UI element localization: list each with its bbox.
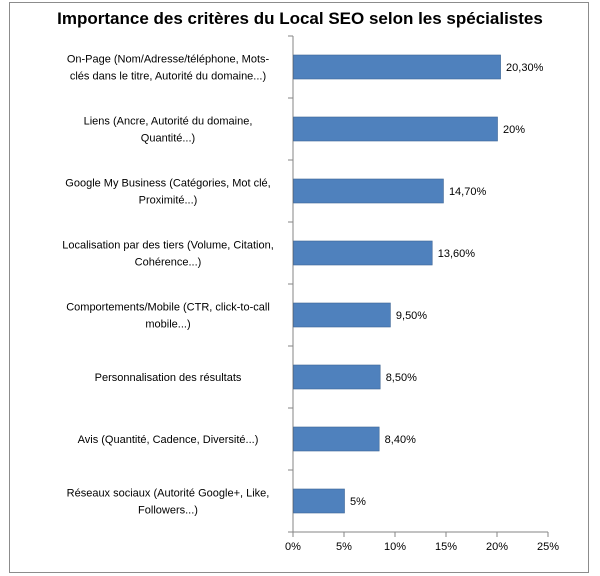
bar <box>293 116 498 142</box>
bar <box>293 364 381 390</box>
value-label: 9,50% <box>396 310 427 322</box>
category-label-line: Proximité...) <box>139 195 198 207</box>
value-label: 14,70% <box>449 186 487 198</box>
category-label: Google My Business (Catégories, Mot clé,… <box>65 178 270 207</box>
x-tick-label: 0% <box>285 541 301 553</box>
category-label: Personnalisation des résultats <box>95 372 242 384</box>
bar <box>293 302 391 328</box>
category-label-line: Comportements/Mobile (CTR, click-to-call <box>66 302 270 314</box>
x-tick-label: 20% <box>486 541 508 553</box>
category-label-line: Quantité...) <box>141 133 195 145</box>
category-label: On-Page (Nom/Adresse/téléphone, Mots-clé… <box>67 54 270 83</box>
category-label: Réseaux sociaux (Autorité Google+, Like,… <box>67 488 270 517</box>
category-label-line: Localisation par des tiers (Volume, Cita… <box>62 240 274 252</box>
bar <box>293 178 444 204</box>
category-label-line: mobile...) <box>145 319 190 331</box>
value-label: 13,60% <box>438 248 476 260</box>
category-label: Liens (Ancre, Autorité du domaine, Quanti… <box>84 116 253 145</box>
category-label: Localisation par des tiers (Volume, Cita… <box>62 240 274 269</box>
category-label-line: clés dans le titre, Autorité du domaine.… <box>70 71 266 83</box>
category-label-line: Réseaux sociaux (Autorité Google+, Like, <box>67 488 270 500</box>
value-label: 20,30% <box>506 62 544 74</box>
x-tick-label: 25% <box>537 541 559 553</box>
value-label: 8,40% <box>385 434 416 446</box>
value-label: 5% <box>350 496 366 508</box>
x-tick-label: 10% <box>384 541 406 553</box>
bar <box>293 488 345 514</box>
bar <box>293 54 501 80</box>
category-label-line: Google My Business (Catégories, Mot clé, <box>65 178 270 190</box>
category-label-line: Avis (Quantité, Cadence, Diversité...) <box>78 434 259 446</box>
category-label-line: On-Page (Nom/Adresse/téléphone, Mots- <box>67 54 270 66</box>
category-label: Comportements/Mobile (CTR, click-to-call… <box>66 302 270 331</box>
category-label-line: Followers...) <box>138 505 198 517</box>
bar <box>293 240 433 266</box>
value-label: 8,50% <box>386 372 417 384</box>
category-label-line: Cohérence...) <box>135 257 202 269</box>
category-label-line: Personnalisation des résultats <box>95 372 242 384</box>
value-label: 20% <box>503 124 525 136</box>
chart-title: Importance des critères du Local SEO sel… <box>57 9 543 28</box>
x-tick-label: 15% <box>435 541 457 553</box>
category-label: Avis (Quantité, Cadence, Diversité...) <box>78 434 259 446</box>
x-tick-label: 5% <box>336 541 352 553</box>
bar <box>293 426 380 452</box>
category-label-line: Liens (Ancre, Autorité du domaine, <box>84 116 253 128</box>
chart-frame: Importance des critères du Local SEO sel… <box>9 2 589 573</box>
